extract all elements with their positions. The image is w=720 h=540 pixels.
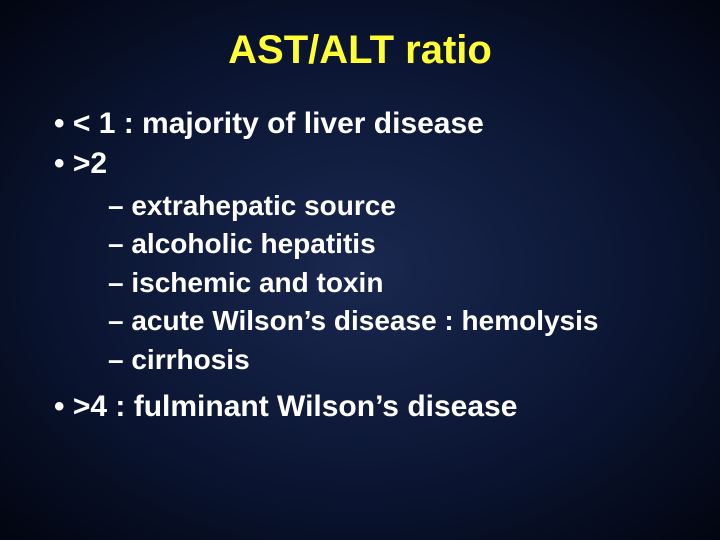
sublist: extrahepatic source alcoholic hepatitis … (40, 188, 680, 378)
sublist-item: extrahepatic source (40, 188, 680, 224)
list-item: < 1 : majority of liver disease (40, 105, 680, 143)
sublist-item: ischemic and toxin (40, 265, 680, 301)
sublist-item: alcoholic hepatitis (40, 226, 680, 262)
sublist-item: cirrhosis (40, 342, 680, 378)
bullet-list: < 1 : majority of liver disease >2 extra… (40, 105, 680, 425)
slide-title: AST/ALT ratio (40, 28, 680, 73)
sublist-item: acute Wilson’s disease : hemolysis (40, 303, 680, 339)
list-item: >2 (40, 145, 680, 183)
list-item: >4 : fulminant Wilson’s disease (40, 388, 680, 426)
